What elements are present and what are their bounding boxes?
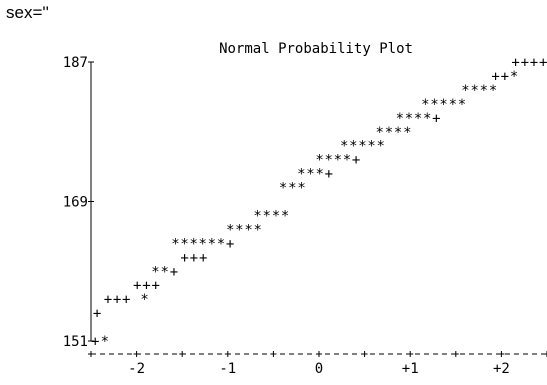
x-tick-label: -1 (219, 361, 236, 377)
plot-symbol-row: ***+ (297, 167, 333, 183)
x-tick-label: 0 (315, 361, 323, 377)
plot-symbol-row: ***** (340, 139, 385, 155)
plot-symbol-row: **** (461, 83, 497, 99)
plot-symbol-row: **** (253, 208, 289, 224)
plot-symbol-row: ****+ (396, 111, 441, 127)
plot-symbol-row: **+ (151, 264, 178, 280)
chart-title: Normal Probability Plot (219, 41, 413, 57)
y-tick-label: 151 (63, 334, 88, 350)
plot-symbol-row: +++ * (104, 292, 149, 308)
plot-symbol-row: ***** (421, 97, 466, 113)
plot-symbol-rows: ++++++**************+*************+***+*… (91, 55, 547, 350)
plot-symbol-row: **** (376, 125, 412, 141)
by-group-label: sex='' (6, 3, 49, 22)
plot-symbol-row: ****+ (315, 153, 360, 169)
plot-symbol-row: ++* (491, 69, 518, 85)
x-tick-label: +1 (402, 361, 419, 377)
y-tick-label: 187 (63, 55, 88, 71)
plot-symbol-row: +++ (133, 278, 160, 294)
plot-symbol-row: ******+ (171, 236, 234, 252)
y-axis-tick-labels: 187 169 151 (63, 55, 94, 350)
plot-axes (88, 62, 547, 357)
y-tick-label: 169 (63, 195, 88, 211)
plot-symbol-row: +++ (180, 250, 207, 266)
plot-symbol-row: +* (91, 334, 109, 350)
plot-symbol-row: ++++ (511, 55, 547, 71)
x-axis-tick-labels: -2 -1 0 +1 +2 (128, 361, 510, 377)
plot-symbol-row: + (93, 306, 101, 322)
x-tick-label: -2 (128, 361, 145, 377)
plot-symbol-row: **** (226, 222, 262, 238)
x-tick-label: +2 (493, 361, 510, 377)
plot-symbol-row: *** (279, 181, 306, 197)
